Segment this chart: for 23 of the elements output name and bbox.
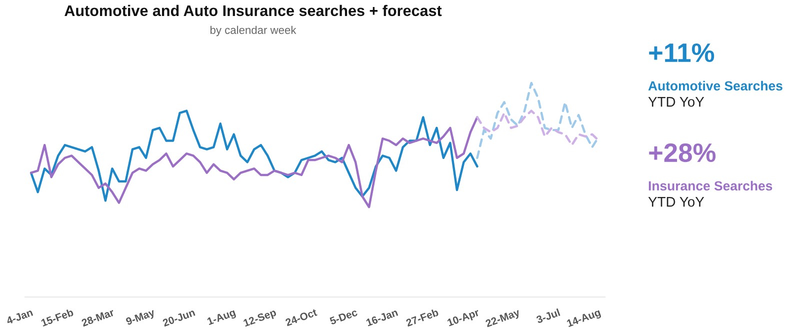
x-tick-label: 9-May	[125, 308, 156, 328]
x-tick-label: 1-Aug	[206, 308, 237, 328]
text: +28%	[649, 143, 716, 162]
x-tick-label: 10-Apr	[446, 308, 480, 328]
text: +11%	[649, 43, 714, 62]
x-tick-label: 20-Jun	[162, 308, 196, 327]
text: Automotive Searches	[648, 80, 782, 91]
x-tick-label: 28-Mar	[81, 308, 115, 327]
text: YTD YoY	[648, 97, 704, 107]
x-tick-label: 24-Oct	[284, 308, 318, 326]
x-tick-label: 22-May	[485, 308, 522, 330]
x-tick-label: 15-Feb	[40, 308, 74, 327]
x-tick-label: 5-Dec	[329, 308, 358, 325]
x-tick-label: 12-Sep	[243, 308, 278, 329]
text: Insurance Searches	[648, 180, 772, 191]
x-tick-label: 14-Aug	[566, 308, 602, 330]
x-tick-label: 27-Feb	[405, 308, 439, 327]
chart-subtitle: by calendar week	[210, 26, 296, 36]
x-tick-label: 16-Jan	[366, 308, 398, 326]
text: YTD YoY	[648, 197, 704, 207]
x-tick-label: 3-Jul	[536, 308, 560, 324]
x-tick-label: 4-Jan	[6, 308, 34, 325]
chart-title: Automotive and Auto Insurance searches + forecast	[64, 4, 442, 16]
